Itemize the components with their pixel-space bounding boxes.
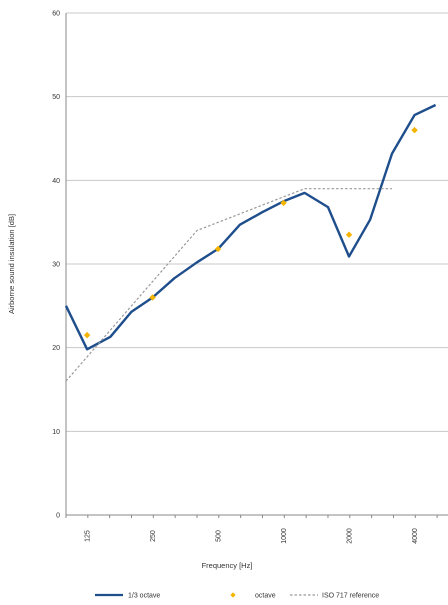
legend: 1/3 octave octave ISO 717 reference (95, 592, 379, 600)
y-tick-label: 20 (52, 345, 60, 352)
y-axis-ticks: 0 10 20 30 40 50 60 (52, 11, 60, 520)
y-tick-label: 50 (52, 94, 60, 101)
y-tick-label: 40 (52, 178, 60, 185)
x-axis-ticks: 125 250 500 1000 2000 4000 (65, 515, 438, 544)
octave-data-point (149, 294, 156, 301)
octave-data-point (345, 231, 353, 238)
octave-data-point (83, 331, 91, 339)
legend-swatch-octave-marker (230, 592, 236, 598)
y-tick-label: 30 (52, 262, 60, 269)
legend-label-third-octave: 1/3 octave (128, 593, 160, 600)
x-tick-label: 2000 (347, 528, 354, 544)
x-tick-label: 4000 (412, 528, 419, 544)
octave-data-point (411, 126, 418, 134)
octave-data-point (280, 199, 287, 207)
y-tick-label: 0 (56, 513, 60, 520)
y-tick-label: 10 (52, 429, 60, 436)
y-tick-label: 60 (52, 11, 60, 18)
iso-reference-series-line (65, 188, 392, 382)
legend-label-octave: octave (255, 593, 276, 600)
x-tick-label: 1000 (281, 528, 288, 544)
x-tick-label: 125 (85, 530, 92, 542)
gridlines (66, 12, 448, 432)
octave-data-point (214, 245, 222, 253)
series-group (64, 103, 437, 382)
x-tick-label: 250 (150, 530, 157, 542)
legend-label-iso-reference: ISO 717 reference (322, 593, 379, 600)
third-octave-series-line (64, 103, 437, 351)
x-tick-label: 500 (216, 530, 223, 542)
y-axis-label: Airborne sound insulation [dB] (7, 214, 16, 314)
x-axis-label: Frequency [Hz] (202, 561, 253, 570)
